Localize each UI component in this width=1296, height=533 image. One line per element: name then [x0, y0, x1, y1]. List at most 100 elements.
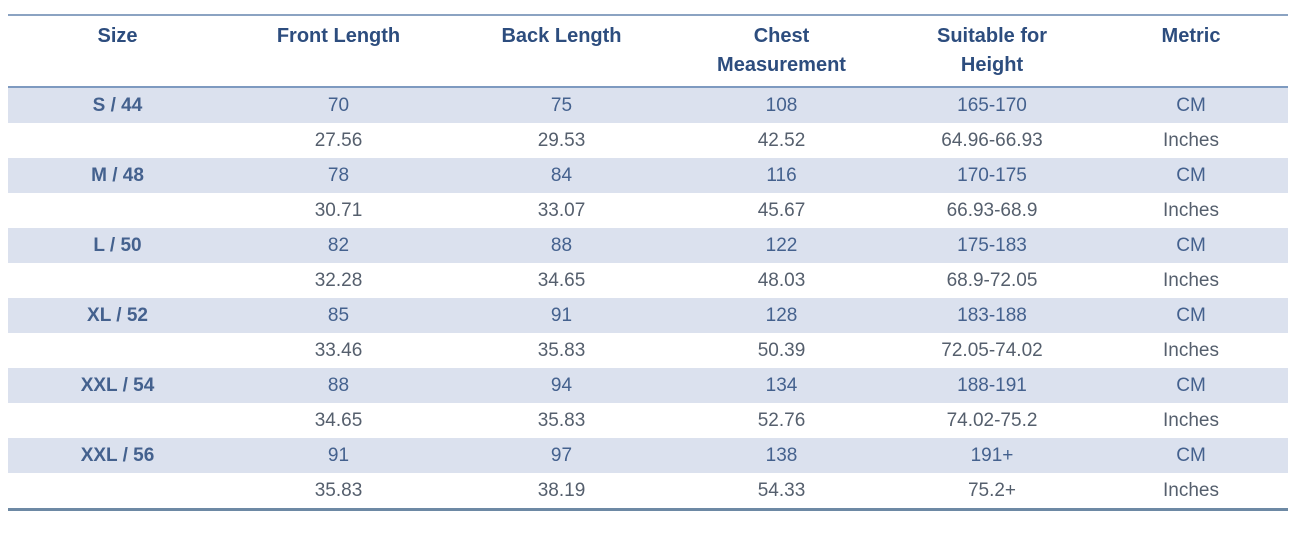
chest-measurement-cell: 42.52 [757, 130, 806, 151]
suitable-height-cell: 68.9-72.05 [946, 270, 1038, 291]
suitable-height-cell: 66.93-68.9 [946, 200, 1038, 221]
chest-measurement-cell: 52.76 [757, 410, 806, 431]
chest-measurement-cell: 138 [765, 445, 798, 466]
metric-cell: Inches [1163, 410, 1219, 431]
header-row: Size Front Length Back Length Chest Meas… [8, 15, 1288, 88]
front-length-cell: 85 [327, 305, 350, 326]
table-row: 32.28 34.65 48.03 68.9-72.05 Inches [8, 263, 1288, 298]
table-row: XXL / 54 88 94 134 188-191 CM [8, 368, 1288, 403]
size-cell [8, 263, 227, 298]
metric-cell: CM [1176, 165, 1206, 186]
column-header-suitable-height-label: Suitable for Height [936, 25, 1047, 76]
table-row: 34.65 35.83 52.76 74.02-75.2 Inches [8, 403, 1288, 438]
metric-cell: CM [1176, 375, 1206, 396]
size-cell [8, 333, 227, 368]
suitable-height-cell: 74.02-75.2 [946, 410, 1038, 431]
suitable-height-cell: 165-170 [957, 95, 1027, 116]
front-length-cell: 27.56 [314, 130, 363, 151]
size-cell: XXL / 56 [80, 445, 155, 466]
chest-measurement-cell: 48.03 [757, 270, 806, 291]
chest-measurement-cell: 50.39 [757, 340, 806, 361]
size-table-body: S / 44 70 75 108 165-170 CM 27.56 29.53 … [8, 87, 1288, 510]
chest-measurement-cell: 45.67 [757, 200, 806, 221]
table-row: 30.71 33.07 45.67 66.93-68.9 Inches [8, 193, 1288, 228]
front-length-cell: 91 [327, 445, 350, 466]
column-header-metric: Metric [1094, 15, 1288, 88]
table-row: M / 48 78 84 116 170-175 CM [8, 158, 1288, 193]
size-cell: S / 44 [92, 95, 143, 116]
chest-measurement-cell: 116 [766, 165, 797, 186]
front-length-cell: 35.83 [314, 480, 363, 501]
table-row: XL / 52 85 91 128 183-188 CM [8, 298, 1288, 333]
size-cell [8, 123, 227, 158]
back-length-cell: 34.65 [537, 270, 586, 291]
back-length-cell: 35.83 [537, 340, 586, 361]
back-length-cell: 88 [550, 235, 573, 256]
metric-cell: Inches [1163, 270, 1219, 291]
chest-measurement-cell: 134 [765, 375, 798, 396]
chest-measurement-cell: 122 [765, 235, 798, 256]
suitable-height-cell: 188-191 [957, 375, 1027, 396]
metric-cell: CM [1176, 235, 1206, 256]
size-cell: M / 48 [91, 165, 144, 186]
column-header-chest-measurement-label: Chest Measurement [717, 25, 846, 76]
column-header-chest-measurement: Chest Measurement [673, 15, 890, 88]
suitable-height-cell: 64.96-66.93 [941, 130, 1043, 151]
column-header-back-length: Back Length [450, 15, 673, 88]
size-cell [8, 193, 227, 228]
chest-measurement-cell: 54.33 [757, 480, 806, 501]
size-chart-container: Size Front Length Back Length Chest Meas… [8, 14, 1288, 511]
metric-cell: Inches [1163, 480, 1219, 501]
metric-cell: Inches [1163, 200, 1219, 221]
metric-cell: CM [1176, 305, 1206, 326]
suitable-height-cell: 175-183 [957, 235, 1027, 256]
back-length-cell: 33.07 [537, 200, 586, 221]
back-length-cell: 91 [550, 305, 573, 326]
column-header-size: Size [8, 15, 227, 88]
suitable-height-cell: 191+ [970, 445, 1014, 466]
chest-measurement-cell: 128 [765, 305, 798, 326]
table-row: L / 50 82 88 122 175-183 CM [8, 228, 1288, 263]
back-length-cell: 97 [550, 445, 573, 466]
front-length-cell: 78 [327, 165, 350, 186]
size-cell: L / 50 [93, 235, 142, 256]
column-header-metric-label: Metric [1161, 25, 1221, 47]
column-header-size-label: Size [97, 25, 138, 47]
front-length-cell: 34.65 [314, 410, 363, 431]
column-header-front-length-label: Front Length [276, 25, 401, 47]
size-chart-table: Size Front Length Back Length Chest Meas… [8, 14, 1288, 511]
table-row: 33.46 35.83 50.39 72.05-74.02 Inches [8, 333, 1288, 368]
table-row: S / 44 70 75 108 165-170 CM [8, 87, 1288, 123]
size-cell [8, 473, 227, 510]
front-length-cell: 33.46 [314, 340, 363, 361]
back-length-cell: 38.19 [537, 480, 586, 501]
table-row: 27.56 29.53 42.52 64.96-66.93 Inches [8, 123, 1288, 158]
table-row: XXL / 56 91 97 138 191+ CM [8, 438, 1288, 473]
front-length-cell: 88 [327, 375, 350, 396]
column-header-front-length: Front Length [227, 15, 450, 88]
suitable-height-cell: 170-175 [957, 165, 1027, 186]
metric-cell: Inches [1163, 340, 1219, 361]
chest-measurement-cell: 108 [765, 95, 798, 116]
column-header-suitable-height: Suitable for Height [890, 15, 1094, 88]
suitable-height-cell: 75.2+ [967, 480, 1017, 501]
back-length-cell: 75 [550, 95, 573, 116]
metric-cell: Inches [1163, 130, 1219, 151]
size-cell: XL / 52 [87, 305, 148, 326]
table-row: 35.83 38.19 54.33 75.2+ Inches [8, 473, 1288, 510]
size-cell [8, 403, 227, 438]
suitable-height-cell: 72.05-74.02 [941, 340, 1043, 361]
size-cell: XXL / 54 [80, 375, 155, 396]
back-length-cell: 94 [550, 375, 573, 396]
metric-cell: CM [1176, 445, 1206, 466]
column-header-back-length-label: Back Length [501, 25, 622, 47]
front-length-cell: 30.71 [314, 200, 363, 221]
metric-cell: CM [1176, 95, 1206, 116]
back-length-cell: 29.53 [537, 130, 586, 151]
suitable-height-cell: 183-188 [957, 305, 1027, 326]
front-length-cell: 82 [327, 235, 350, 256]
back-length-cell: 84 [550, 165, 573, 186]
front-length-cell: 32.28 [314, 270, 363, 291]
front-length-cell: 70 [327, 95, 350, 116]
back-length-cell: 35.83 [537, 410, 586, 431]
